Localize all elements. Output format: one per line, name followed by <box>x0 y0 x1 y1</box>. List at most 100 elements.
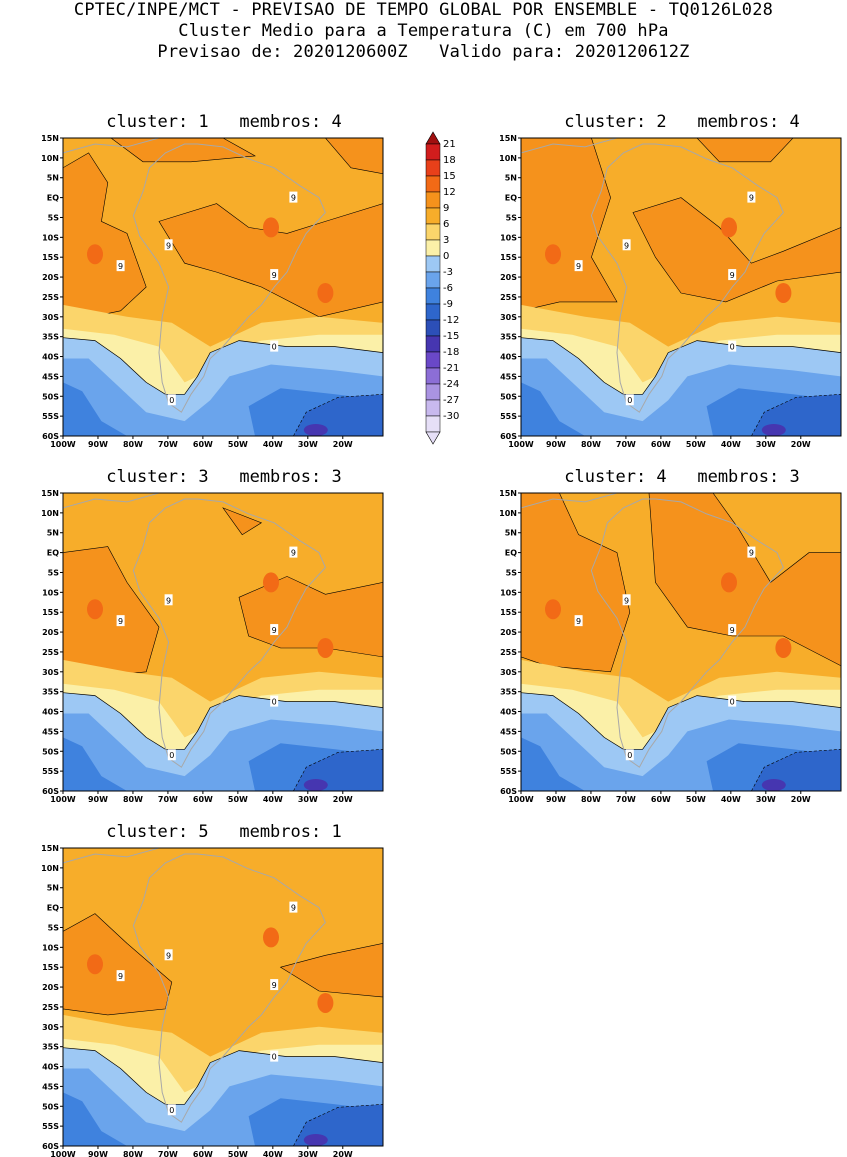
map-frame <box>62 492 384 792</box>
central-america-outline <box>521 138 618 154</box>
field-band-12-15 <box>263 927 279 948</box>
x-tick-label: 40W <box>263 440 283 449</box>
y-tick-label: 10N <box>41 864 59 873</box>
y-tick-label: 15S <box>42 253 59 262</box>
temperature-field: 9 9 9 9 0 0 <box>521 138 841 436</box>
colorbar-label: 9 <box>443 203 449 214</box>
temperature-field: 9 9 9 9 0 0 <box>63 848 383 1146</box>
contour-label-9: 9 <box>166 951 171 960</box>
x-tick-label: 20W <box>791 795 811 804</box>
y-tick-label: 10S <box>42 233 59 242</box>
x-tick-label: 80W <box>123 440 143 449</box>
y-tick-label: 50S <box>500 392 517 401</box>
y-tick-label: 60S <box>42 1142 59 1151</box>
colorbar-label: -3 <box>443 267 453 278</box>
y-tick-label: 15N <box>41 844 59 853</box>
x-tick-label: 70W <box>158 440 178 449</box>
field-band-minus18-minus15 <box>761 779 786 791</box>
panel-4-title: cluster: 4 membros: 3 <box>564 467 800 487</box>
contour-label-box <box>728 269 737 281</box>
field-band-12-15 <box>545 599 561 620</box>
field-band-12-15 <box>775 282 792 303</box>
field-band-9-12 <box>696 138 794 163</box>
contour-label-9: 9 <box>730 271 735 280</box>
contour-label-0: 0 <box>272 343 277 352</box>
y-tick-label: 15S <box>500 608 517 617</box>
y-tick-label: 50S <box>42 392 59 401</box>
contour-label-box <box>728 695 737 707</box>
contour-label-box <box>167 749 176 761</box>
field-band-12-15 <box>87 244 103 265</box>
y-tick-label: 40S <box>500 708 517 717</box>
x-tick-label: 90W <box>88 795 108 804</box>
x-tick-label: 80W <box>123 795 143 804</box>
field-band-minus18-minus15 <box>303 1134 328 1146</box>
colorbar-segment <box>425 287 441 305</box>
contour-label-box <box>270 624 279 636</box>
colorbar-label: 18 <box>443 155 456 166</box>
y-tick-label: 45S <box>500 372 517 381</box>
contour-label-box <box>728 340 737 352</box>
field-band-12-15 <box>87 954 103 975</box>
y-tick-label: 60S <box>500 787 517 796</box>
x-tick-label: 30W <box>298 440 318 449</box>
y-tick-label: 5S <box>506 213 518 222</box>
x-tick-label: 20W <box>791 440 811 449</box>
field-band-12-15 <box>317 637 334 658</box>
y-tick-label: 60S <box>500 432 517 441</box>
colorbar-label: 3 <box>443 235 449 246</box>
contour-label-0: 0 <box>272 698 277 707</box>
colorbar-segment <box>425 159 441 177</box>
contour-label-9: 9 <box>624 241 629 250</box>
contour-label-9: 9 <box>749 194 754 203</box>
y-tick-label: 10S <box>42 588 59 597</box>
contour-label-9: 9 <box>118 262 123 271</box>
contour-label-9: 9 <box>624 596 629 605</box>
colorbar-segment <box>425 255 441 273</box>
y-tick-label: 60S <box>42 787 59 796</box>
contour-label-0: 0 <box>169 751 174 760</box>
panel-2-title: cluster: 2 membros: 4 <box>564 112 800 132</box>
field-band-9-12 <box>238 576 383 658</box>
y-tick-label: 45S <box>42 372 59 381</box>
panel-2-map: 9 9 9 9 0 0 15N 10N 5N EQ 5S 10S 15S 20S 25S 30S 35S 40S 4… <box>499 134 842 449</box>
field-band-9-12 <box>279 943 383 998</box>
y-tick-label: 10N <box>41 509 59 518</box>
field-band-12-15 <box>721 572 737 593</box>
panel-4-map: 9 9 9 9 0 0 15N 10N 5N EQ 5S 10S 15S 20S 25S 30S 35S 40S 4… <box>499 489 842 804</box>
map-frame <box>520 137 842 437</box>
colorbar-label: -27 <box>443 395 459 406</box>
y-tick-label: 25S <box>500 648 517 657</box>
contour-label-box <box>116 615 125 627</box>
x-tick-label: 70W <box>616 795 636 804</box>
x-tick-label: 90W <box>88 1150 108 1157</box>
field-band-9-12 <box>110 138 256 163</box>
contour-label-9: 9 <box>291 194 296 203</box>
y-tick-label: 45S <box>42 1082 59 1091</box>
y-tick-label: 15S <box>500 253 517 262</box>
x-tick-label: 30W <box>756 795 776 804</box>
y-tick-label: 50S <box>42 1102 59 1111</box>
colorbar-label: 0 <box>443 251 449 262</box>
y-tick-label: EQ <box>505 549 517 558</box>
colorbar-segment <box>425 175 441 193</box>
colorbar-segment <box>425 143 441 161</box>
field-band-12-15 <box>263 217 279 238</box>
y-tick-label: 10S <box>500 233 517 242</box>
y-tick-label: 40S <box>42 708 59 717</box>
map-frame <box>520 492 842 792</box>
contour-zero <box>521 337 841 395</box>
colorbar-segment <box>425 271 441 289</box>
y-tick-label: 30S <box>42 313 59 322</box>
header-line-1: CPTEC/INPE/MCT - PREVISAO DE TEMPO GLOBA… <box>73 0 774 20</box>
south-america-outline <box>132 498 326 768</box>
y-tick-label: 30S <box>500 668 517 677</box>
contour-label-box <box>167 394 176 406</box>
x-tick-label: 80W <box>581 440 601 449</box>
colorbar-segment <box>425 191 441 209</box>
field-band-9-12 <box>521 493 631 673</box>
y-tick-label: 20S <box>42 628 59 637</box>
contour-label-9: 9 <box>291 549 296 558</box>
contour-label-box <box>116 970 125 982</box>
y-tick-label: 20S <box>500 273 517 282</box>
